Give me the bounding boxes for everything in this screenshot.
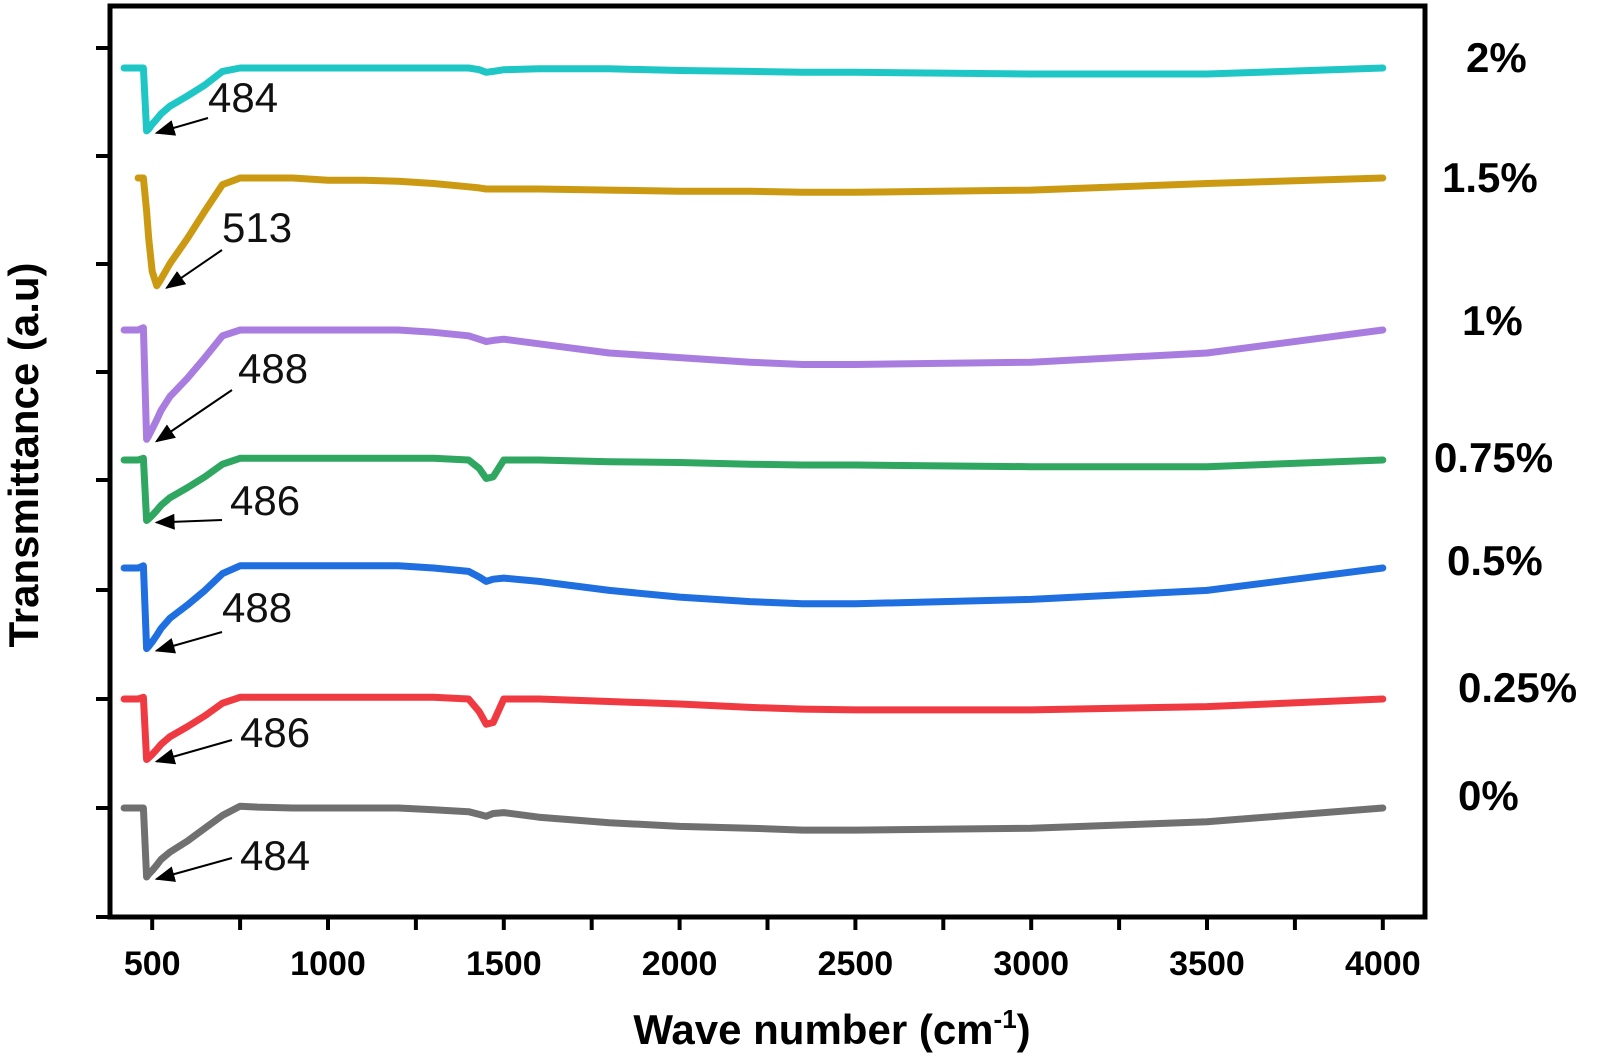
series-label: 0.75%: [1434, 434, 1553, 481]
series-label: 1%: [1462, 297, 1523, 344]
series-label: 0.25%: [1458, 664, 1577, 711]
series-line: [120, 562, 1387, 653]
x-tick-label: 3000: [993, 945, 1069, 983]
y-axis-title: Transmittance (a.u): [0, 262, 47, 647]
peak-label: 486: [230, 477, 300, 524]
peak-arrow: [165, 249, 223, 289]
peak-arrow: [154, 857, 233, 882]
series-labels: 0% 0.25% 0.5% 0.75% 1% 1.5% 2%: [1434, 34, 1577, 819]
x-tick-label: 500: [124, 945, 181, 983]
series-line: [120, 64, 1387, 135]
x-axis-tick-labels: 500 1000 1500 2000 2500 3000 3500 4000: [124, 945, 1421, 983]
peak-arrow: [154, 513, 223, 530]
x-tick-label: 2500: [818, 945, 894, 983]
peak-annotations: 484 486 488 486 488 513 484: [154, 74, 310, 882]
series-line: [120, 454, 1387, 524]
peak-arrow: [154, 117, 209, 136]
series-label: 1.5%: [1442, 154, 1538, 201]
peak-label: 484: [208, 74, 278, 121]
peak-label: 484: [240, 832, 310, 879]
series-line: [134, 174, 1387, 290]
series-label: 0.5%: [1447, 537, 1543, 584]
series-line: [120, 693, 1387, 763]
series-label: 2%: [1466, 34, 1527, 81]
x-tick-label: 1000: [290, 945, 366, 983]
peak-arrow: [154, 389, 233, 443]
peak-label: 486: [240, 709, 310, 756]
series-label: 0%: [1458, 772, 1519, 819]
x-axis-title: Wave number (cm-1): [633, 1004, 1030, 1053]
series-line: [120, 324, 1387, 443]
peak-label: 488: [222, 584, 292, 631]
x-tick-label: 4000: [1345, 945, 1421, 983]
peak-arrow: [154, 739, 233, 765]
series-line: [120, 802, 1387, 881]
peak-label: 513: [222, 204, 292, 251]
peak-arrow: [154, 631, 223, 654]
x-tick-label: 3500: [1169, 945, 1245, 983]
x-tick-label: 1500: [466, 945, 542, 983]
peak-label: 488: [238, 345, 308, 392]
x-axis-ticks: [150, 917, 1385, 930]
series-layer: [120, 64, 1387, 881]
y-axis-ticks: [96, 46, 110, 919]
x-tick-label: 2000: [642, 945, 718, 983]
